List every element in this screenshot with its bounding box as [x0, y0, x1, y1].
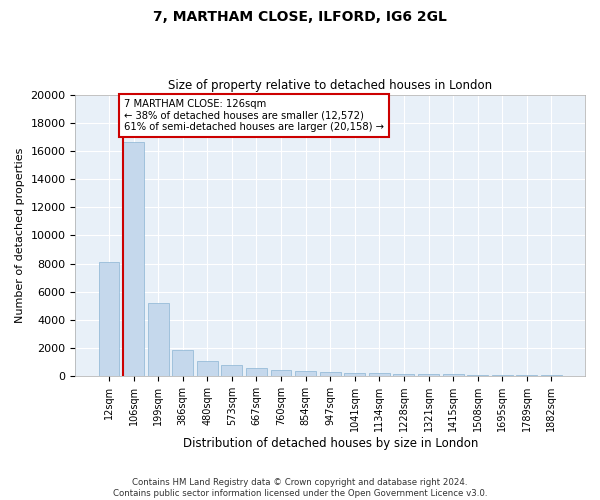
X-axis label: Distribution of detached houses by size in London: Distribution of detached houses by size …	[182, 437, 478, 450]
Text: 7 MARTHAM CLOSE: 126sqm
← 38% of detached houses are smaller (12,572)
61% of sem: 7 MARTHAM CLOSE: 126sqm ← 38% of detache…	[124, 99, 384, 132]
Bar	[443, 374, 464, 376]
Bar	[369, 374, 390, 376]
Bar	[418, 374, 439, 376]
Bar	[517, 375, 537, 376]
Bar	[271, 370, 292, 376]
Bar	[394, 374, 415, 376]
Bar	[172, 350, 193, 376]
Bar	[492, 375, 512, 376]
Text: Contains HM Land Registry data © Crown copyright and database right 2024.
Contai: Contains HM Land Registry data © Crown c…	[113, 478, 487, 498]
Bar	[197, 360, 218, 376]
Bar	[344, 372, 365, 376]
Bar	[295, 371, 316, 376]
Bar	[148, 303, 169, 376]
Bar	[123, 142, 144, 376]
Bar	[221, 365, 242, 376]
Bar	[320, 372, 341, 376]
Y-axis label: Number of detached properties: Number of detached properties	[15, 148, 25, 323]
Bar	[246, 368, 267, 376]
Bar	[467, 374, 488, 376]
Text: 7, MARTHAM CLOSE, ILFORD, IG6 2GL: 7, MARTHAM CLOSE, ILFORD, IG6 2GL	[153, 10, 447, 24]
Title: Size of property relative to detached houses in London: Size of property relative to detached ho…	[168, 79, 492, 92]
Bar	[98, 262, 119, 376]
